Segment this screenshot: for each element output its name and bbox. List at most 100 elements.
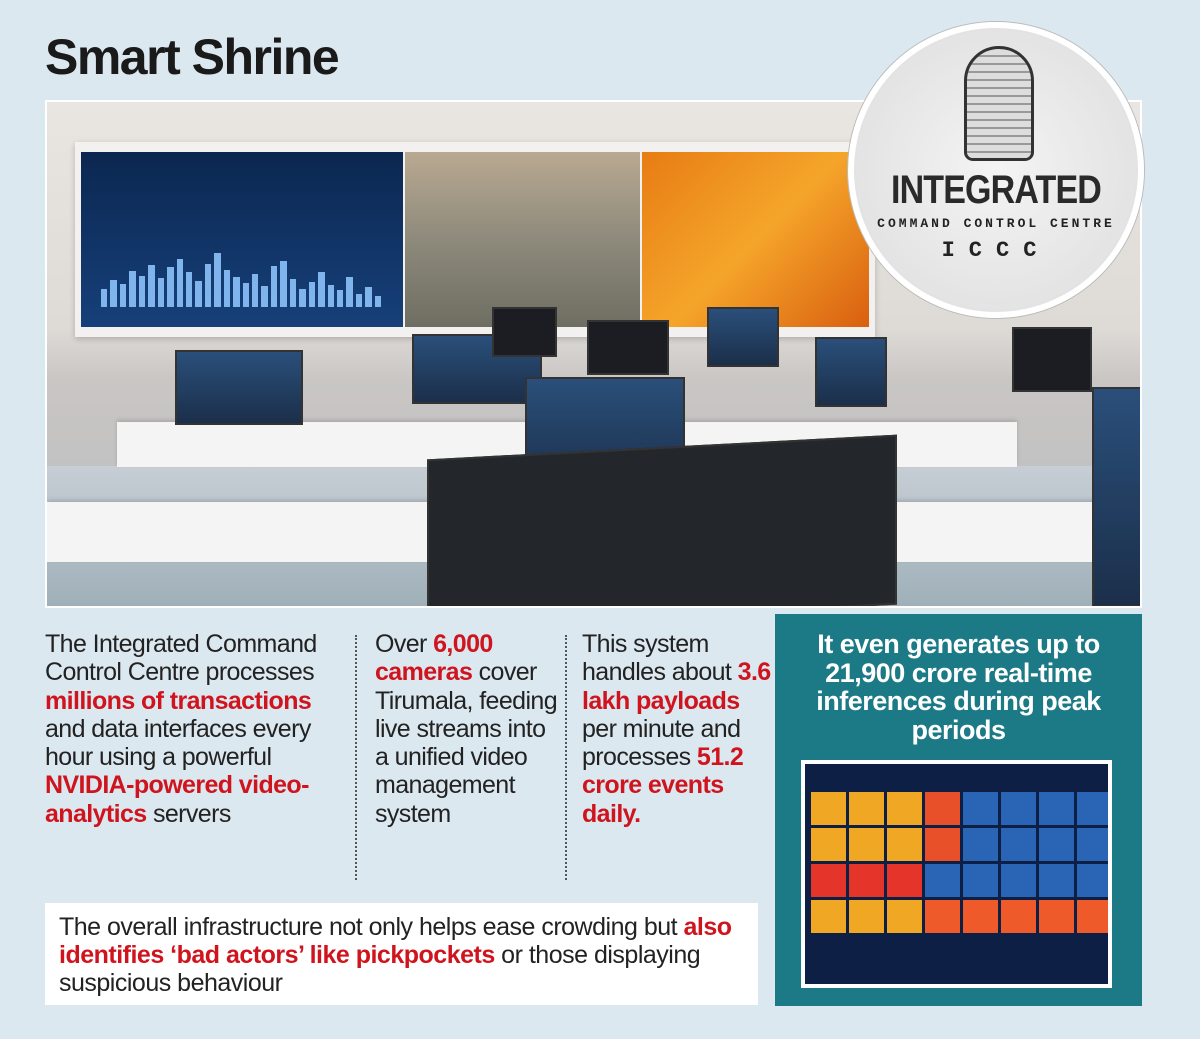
- screen-bar: [157, 278, 165, 307]
- dashboard-tile: [963, 792, 998, 825]
- screen-bar: [261, 286, 268, 307]
- dashboard-tile: [1039, 792, 1074, 825]
- screen-bar: [138, 275, 146, 307]
- dashboard-tile: [925, 792, 960, 825]
- screen-bar: [167, 267, 174, 307]
- dashboard-tile: [963, 900, 998, 933]
- monitor: [427, 434, 897, 606]
- dashboard-tile: [963, 864, 998, 897]
- dashboard-tile: [925, 864, 960, 897]
- screen-bar: [233, 277, 240, 307]
- dashboard-tile: [1039, 864, 1074, 897]
- dashboard-tile: [811, 828, 846, 861]
- fact-column-3: This system handles about 3.6 lakh paylo…: [582, 630, 772, 828]
- screen-bar: [252, 274, 259, 307]
- body-text: or those displaying suspicious behaviour: [59, 941, 701, 997]
- dashboard-tile: [811, 900, 846, 933]
- monitor: [815, 337, 887, 407]
- dashboard-tile: [849, 900, 884, 933]
- body-text: per minute and processes: [582, 714, 741, 772]
- screen-bar: [318, 272, 325, 307]
- dashboard-tile: [887, 792, 922, 825]
- highlighted-text: 6,000 cameras: [375, 630, 493, 687]
- screen-bar: [374, 296, 382, 307]
- dashboard-tile: [849, 864, 884, 897]
- dashboard-tile: [811, 864, 846, 897]
- screen-bar: [204, 263, 212, 307]
- body-text: The Integrated Command Control Centre pr…: [45, 630, 317, 687]
- monitor: [175, 350, 303, 425]
- screen-bar: [185, 272, 193, 307]
- dashboard-photo: [801, 760, 1112, 988]
- dashboard-tile: [963, 828, 998, 861]
- sign-main-text: INTEGRATED: [891, 168, 1102, 212]
- screen-bar: [365, 286, 372, 307]
- fact-column-1: The Integrated Command Control Centre pr…: [45, 630, 355, 828]
- dashboard-tile: [1077, 792, 1108, 825]
- dashboard-tile: [849, 792, 884, 825]
- highlighted-text: millions of transactions: [45, 686, 312, 715]
- monitor: [587, 320, 669, 375]
- dashboard-tile: [849, 828, 884, 861]
- body-text: Over: [375, 630, 434, 658]
- screen-bar: [119, 284, 127, 307]
- screen-bar: [280, 261, 287, 307]
- dashboard-tile: [887, 864, 922, 897]
- aerial-view-screen: [405, 152, 640, 327]
- screen-bar: [223, 269, 231, 307]
- highlighted-text: 51.2 crore events daily.: [582, 743, 744, 828]
- body-text: The overall infrastructure not only help…: [59, 913, 684, 941]
- highlight-text: It even generates up to 21,900 crore rea…: [816, 629, 1101, 745]
- dashboard-tile: [811, 792, 846, 825]
- dashboard-tile: [1039, 828, 1074, 861]
- screen-bar: [242, 283, 249, 307]
- dashboard-screen: [81, 152, 403, 327]
- dashboard-tile: [1001, 792, 1036, 825]
- screen-bar: [308, 281, 316, 307]
- dashboard-tile: [1001, 828, 1036, 861]
- highlight-box: It even generates up to 21,900 crore rea…: [775, 614, 1142, 1006]
- screen-bar: [289, 279, 297, 307]
- 3d-map-screen: [642, 152, 869, 327]
- temple-logo-icon: [964, 46, 1034, 161]
- monitor: [707, 307, 779, 367]
- video-wall: [75, 142, 875, 337]
- dashboard-tile: [1001, 900, 1036, 933]
- screen-bar: [214, 253, 221, 307]
- screen-bar: [148, 265, 155, 307]
- screen-bar: [129, 271, 136, 307]
- dashboard-tile: [1039, 900, 1074, 933]
- dashboard-tile: [887, 900, 922, 933]
- page-title: Smart Shrine: [45, 29, 340, 85]
- dashboard-tile: [1077, 828, 1108, 861]
- screen-bar: [110, 280, 117, 307]
- dashboard-tile: [887, 828, 922, 861]
- body-text: cover Tirumala, feeding live streams int…: [375, 658, 558, 828]
- dashboard-tile: [1001, 864, 1036, 897]
- body-text: and data interfaces every hour using a p…: [45, 714, 311, 772]
- monitor: [1092, 387, 1140, 606]
- screen-bar: [299, 289, 306, 307]
- dashboard-tile: [1077, 900, 1108, 933]
- screen-bar: [270, 266, 278, 307]
- screen-bar: [195, 280, 202, 307]
- screen-bar: [176, 259, 183, 307]
- sign-sub-text: COMMAND CONTROL CENTRE: [877, 216, 1115, 231]
- highlighted-text: NVIDIA-powered video-analytics: [45, 771, 309, 828]
- dashboard-tile: [925, 900, 960, 933]
- highlighted-text: also identifies ‘bad actors’ like pickpo…: [59, 913, 732, 969]
- iccc-sign-photo: INTEGRATED COMMAND CONTROL CENTRE ICCC: [848, 22, 1144, 318]
- sign-abbr-text: ICCC: [941, 238, 1051, 263]
- body-text: servers: [146, 799, 231, 828]
- dashboard-tile: [1077, 864, 1108, 897]
- screen-bar: [346, 277, 353, 307]
- dashboard-tile: [925, 828, 960, 861]
- divider: [355, 635, 357, 880]
- screen-bar: [101, 289, 108, 307]
- fact-column-2: Over 6,000 cameras cover Tirumala, feedi…: [375, 630, 565, 828]
- divider: [565, 635, 567, 880]
- summary-note: The overall infrastructure not only help…: [45, 903, 758, 1005]
- body-text: This system handles about: [582, 630, 738, 687]
- highlighted-text: 3.6 lakh payloads: [582, 658, 771, 715]
- monitor: [492, 307, 557, 357]
